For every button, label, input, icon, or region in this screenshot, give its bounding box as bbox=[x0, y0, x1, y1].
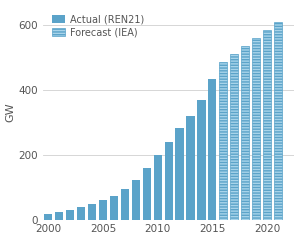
Bar bbox=[263, 30, 271, 220]
Bar bbox=[274, 22, 282, 220]
Bar bbox=[142, 168, 151, 220]
Bar bbox=[99, 200, 107, 220]
Bar bbox=[230, 54, 238, 220]
Legend: Actual (REN21), Forecast (IEA): Actual (REN21), Forecast (IEA) bbox=[48, 10, 148, 42]
Bar bbox=[186, 116, 195, 220]
Bar bbox=[88, 204, 96, 220]
Y-axis label: GW: GW bbox=[6, 103, 16, 122]
Bar bbox=[66, 210, 74, 220]
Bar bbox=[132, 180, 140, 220]
Bar bbox=[252, 38, 260, 220]
Bar bbox=[208, 79, 217, 220]
Bar bbox=[55, 212, 63, 220]
Bar bbox=[154, 155, 162, 220]
Bar bbox=[121, 189, 129, 220]
Bar bbox=[197, 100, 206, 220]
Bar bbox=[44, 214, 52, 220]
Bar bbox=[219, 62, 227, 220]
Bar bbox=[77, 207, 85, 220]
Bar bbox=[110, 196, 118, 220]
Bar bbox=[164, 142, 173, 220]
Bar bbox=[241, 46, 249, 220]
Bar bbox=[176, 128, 184, 220]
